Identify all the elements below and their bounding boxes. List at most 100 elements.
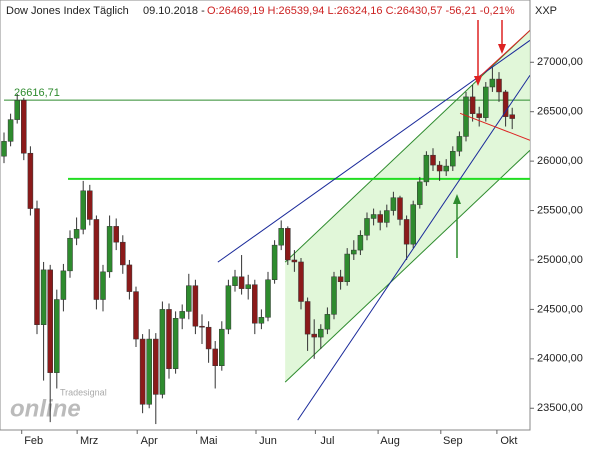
candle-body (476, 113, 482, 118)
candle-body (443, 165, 449, 172)
candle-body (318, 328, 324, 338)
candle-body (285, 228, 291, 261)
candle-body (430, 154, 436, 166)
x-tick-label: Sep (443, 435, 463, 447)
x-tick-label: Mai (200, 435, 218, 447)
candle-body (344, 253, 350, 282)
candle-body (120, 241, 126, 266)
candle-body (133, 291, 139, 340)
candle-body (186, 285, 192, 312)
candle-body (47, 269, 53, 373)
candle-body (390, 197, 397, 211)
watermark: online (10, 395, 81, 422)
candle-body (509, 114, 515, 119)
y-tick-label: 25000,00 (537, 254, 583, 266)
candle-body (410, 204, 416, 245)
candle-body (298, 261, 304, 302)
candle-body (496, 78, 502, 93)
candle-body (304, 301, 311, 335)
candle-body (469, 96, 476, 114)
candle-body (166, 309, 172, 369)
arrows (453, 20, 506, 258)
candle-body (364, 218, 370, 236)
candle-body (1, 141, 7, 157)
candle-body (7, 119, 14, 142)
candle-body (225, 285, 232, 330)
x-tick-label: Jun (259, 435, 277, 447)
candle-body (324, 314, 331, 330)
candle-body (205, 326, 212, 350)
candle-body (153, 338, 159, 395)
trend-line (459, 112, 530, 141)
candle-body (456, 136, 463, 152)
candle-body (146, 338, 152, 405)
candle-body (483, 86, 489, 118)
x-tick-label: Okt (500, 435, 517, 447)
candle-body (271, 244, 278, 280)
candle-body (199, 325, 205, 328)
quote: O:26469,19 H:26539,94 L:26324,16 C:26430… (207, 5, 515, 17)
watermark: Tradesignal (60, 387, 107, 397)
candle-body (258, 317, 265, 324)
candle-body (100, 271, 106, 300)
candle-body (60, 270, 67, 300)
trend-line (297, 74, 530, 421)
candle-body (232, 276, 238, 286)
candle-body (34, 208, 40, 325)
candle-body (80, 190, 86, 230)
x-tick-label: Mrz (80, 435, 98, 447)
candle-body (219, 328, 225, 366)
candle-body (502, 91, 509, 117)
arrow-head (474, 76, 482, 86)
candle-body (252, 284, 258, 324)
candle-body (172, 318, 179, 369)
candle-body (397, 197, 403, 220)
arrow-head (453, 194, 461, 204)
candle-body (126, 264, 133, 292)
candle-body (278, 228, 284, 246)
candle-body (159, 309, 166, 395)
arrow-head (498, 44, 506, 54)
candle-body (377, 214, 383, 223)
candle-body (357, 235, 364, 251)
y-tick-label: 26000,00 (537, 155, 583, 167)
candle-body (311, 333, 317, 338)
candle-body (417, 181, 423, 205)
channel-fill (285, 30, 530, 383)
y-tick-label: 24500,00 (537, 303, 583, 315)
candle-body (87, 190, 93, 220)
x-tick-label: Feb (24, 435, 43, 447)
y-tick-label: 26500,00 (537, 106, 583, 118)
candle-body (179, 311, 185, 319)
candle-body (245, 284, 251, 289)
symbol: XXP (535, 5, 557, 17)
chart-title: Dow Jones Index Täglich (6, 5, 129, 17)
candle-body (291, 259, 298, 263)
x-tick-label: Aug (380, 435, 400, 447)
candle-body (370, 214, 377, 219)
candle-body (40, 269, 47, 325)
candle-body (265, 279, 271, 318)
plot-layer: 26616,71 (1, 29, 530, 425)
h-line-label: 26616,71 (14, 87, 60, 99)
channel-line (284, 149, 530, 383)
date: 09.10.2018 - (143, 5, 205, 17)
candle-body (21, 99, 27, 154)
candle-body (14, 99, 20, 120)
candle-body (139, 338, 146, 405)
candle-body (106, 226, 113, 273)
candle-body (403, 219, 410, 245)
y-tick-label: 25500,00 (537, 204, 583, 216)
x-tick-label: Jul (320, 435, 334, 447)
candle-body (384, 210, 390, 223)
candle-body (93, 219, 100, 300)
candle-body (331, 276, 337, 315)
candle-body (27, 152, 34, 209)
y-tick-label: 24000,00 (537, 353, 583, 365)
trend-line (477, 29, 530, 79)
candle-body (436, 164, 443, 172)
candle-body (489, 78, 496, 88)
x-tick-label: Apr (141, 435, 158, 447)
y-tick-label: 27000,00 (537, 56, 583, 68)
candle-body (212, 348, 218, 366)
